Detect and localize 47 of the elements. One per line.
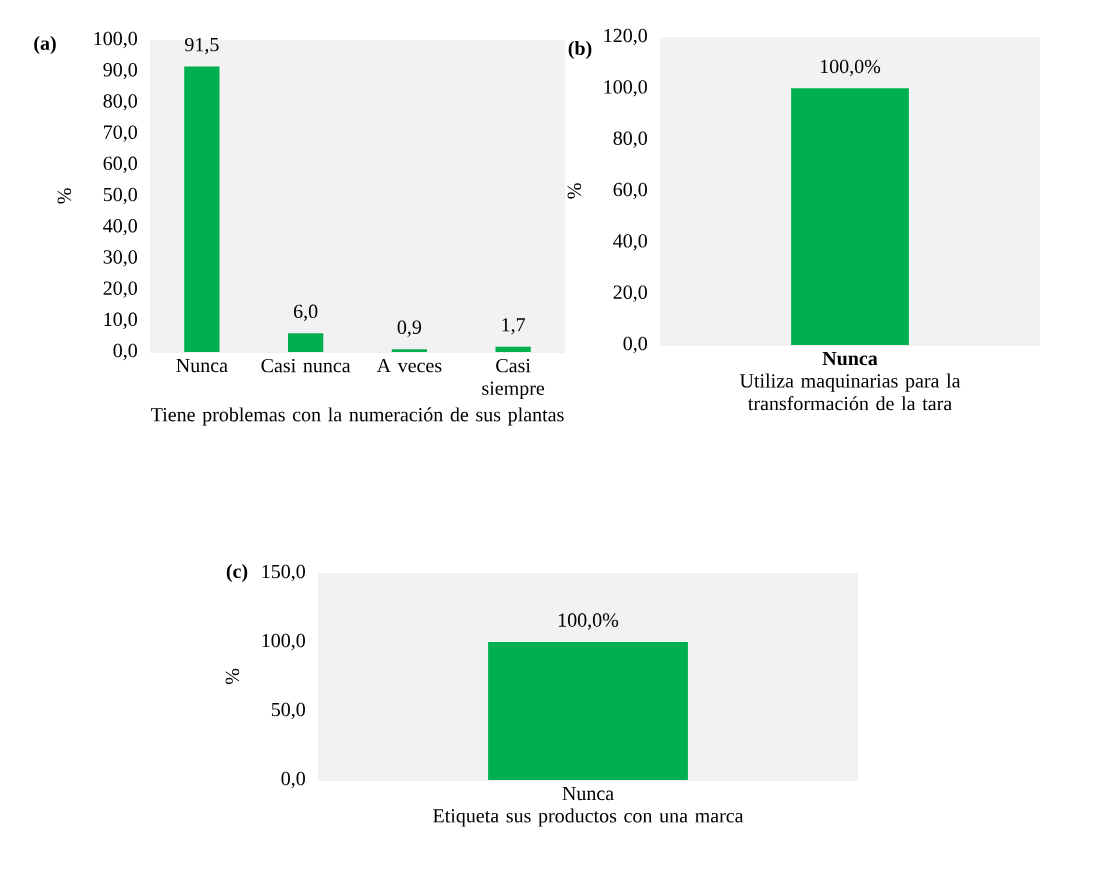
y-axis-title: % — [567, 183, 582, 199]
data-label: 0,9 — [397, 320, 422, 337]
y-tick-label: 20,0 — [103, 281, 137, 298]
x-tick-label: Casi siempre — [482, 358, 545, 400]
data-label: 91,5 — [185, 37, 219, 55]
y-tick-label: 90,0 — [103, 63, 137, 80]
y-tick-label: 60,0 — [103, 156, 137, 173]
x-axis-title: Etiqueta sus productos con una marca — [433, 808, 744, 827]
bar — [391, 349, 428, 352]
data-label: 100,0% — [820, 59, 881, 77]
text: (a) — [34, 35, 56, 55]
y-tick-label: 40,0 — [613, 234, 647, 251]
text: (b) — [568, 40, 592, 60]
bar — [495, 346, 531, 352]
x-tick-label: Nunca — [176, 358, 228, 373]
y-tick-label: 0,0 — [113, 343, 137, 361]
y-tick-label: 20,0 — [613, 285, 647, 302]
y-tick-label: 100,0 — [262, 633, 305, 651]
y-axis-title: % — [225, 668, 240, 685]
y-axis-title: % — [57, 188, 72, 204]
bar — [184, 66, 220, 352]
bar — [287, 333, 324, 352]
y-tick-label: 70,0 — [104, 125, 137, 142]
data-label: 100,0% — [558, 613, 619, 630]
data-label: 6,0 — [293, 304, 318, 321]
y-tick-label: 100,0 — [94, 31, 137, 49]
y-tick-label: 50,0 — [103, 187, 137, 205]
y-tick-label: 150,0 — [262, 564, 305, 582]
y-tick-label: 80,0 — [103, 94, 137, 111]
x-tick-label: A veces — [376, 358, 442, 373]
x-axis-title: Tiene problemas con la numeración de sus plantas — [151, 407, 564, 426]
y-tick-label: 60,0 — [613, 182, 647, 200]
y-tick-label: 80,0 — [613, 131, 647, 148]
x-tick-label: Nunca — [822, 351, 878, 366]
x-axis-title: Utiliza maquinarias para la transformación de la tara — [739, 373, 961, 411]
y-tick-label: 100,0 — [604, 80, 647, 97]
y-tick-label: 120,0 — [604, 28, 647, 46]
y-tick-label: 50,0 — [271, 702, 305, 720]
y-tick-label: 10,0 — [104, 312, 137, 329]
y-tick-label: 0,0 — [623, 336, 647, 354]
y-tick-label: 0,0 — [281, 771, 305, 789]
x-tick-label: Nunca — [562, 786, 614, 801]
text: (c) — [226, 563, 248, 583]
data-label: 1,7 — [502, 318, 526, 335]
x-tick-label: Casi nunca — [261, 358, 351, 373]
y-tick-label: 40,0 — [103, 219, 137, 236]
y-tick-label: 30,0 — [103, 250, 137, 267]
